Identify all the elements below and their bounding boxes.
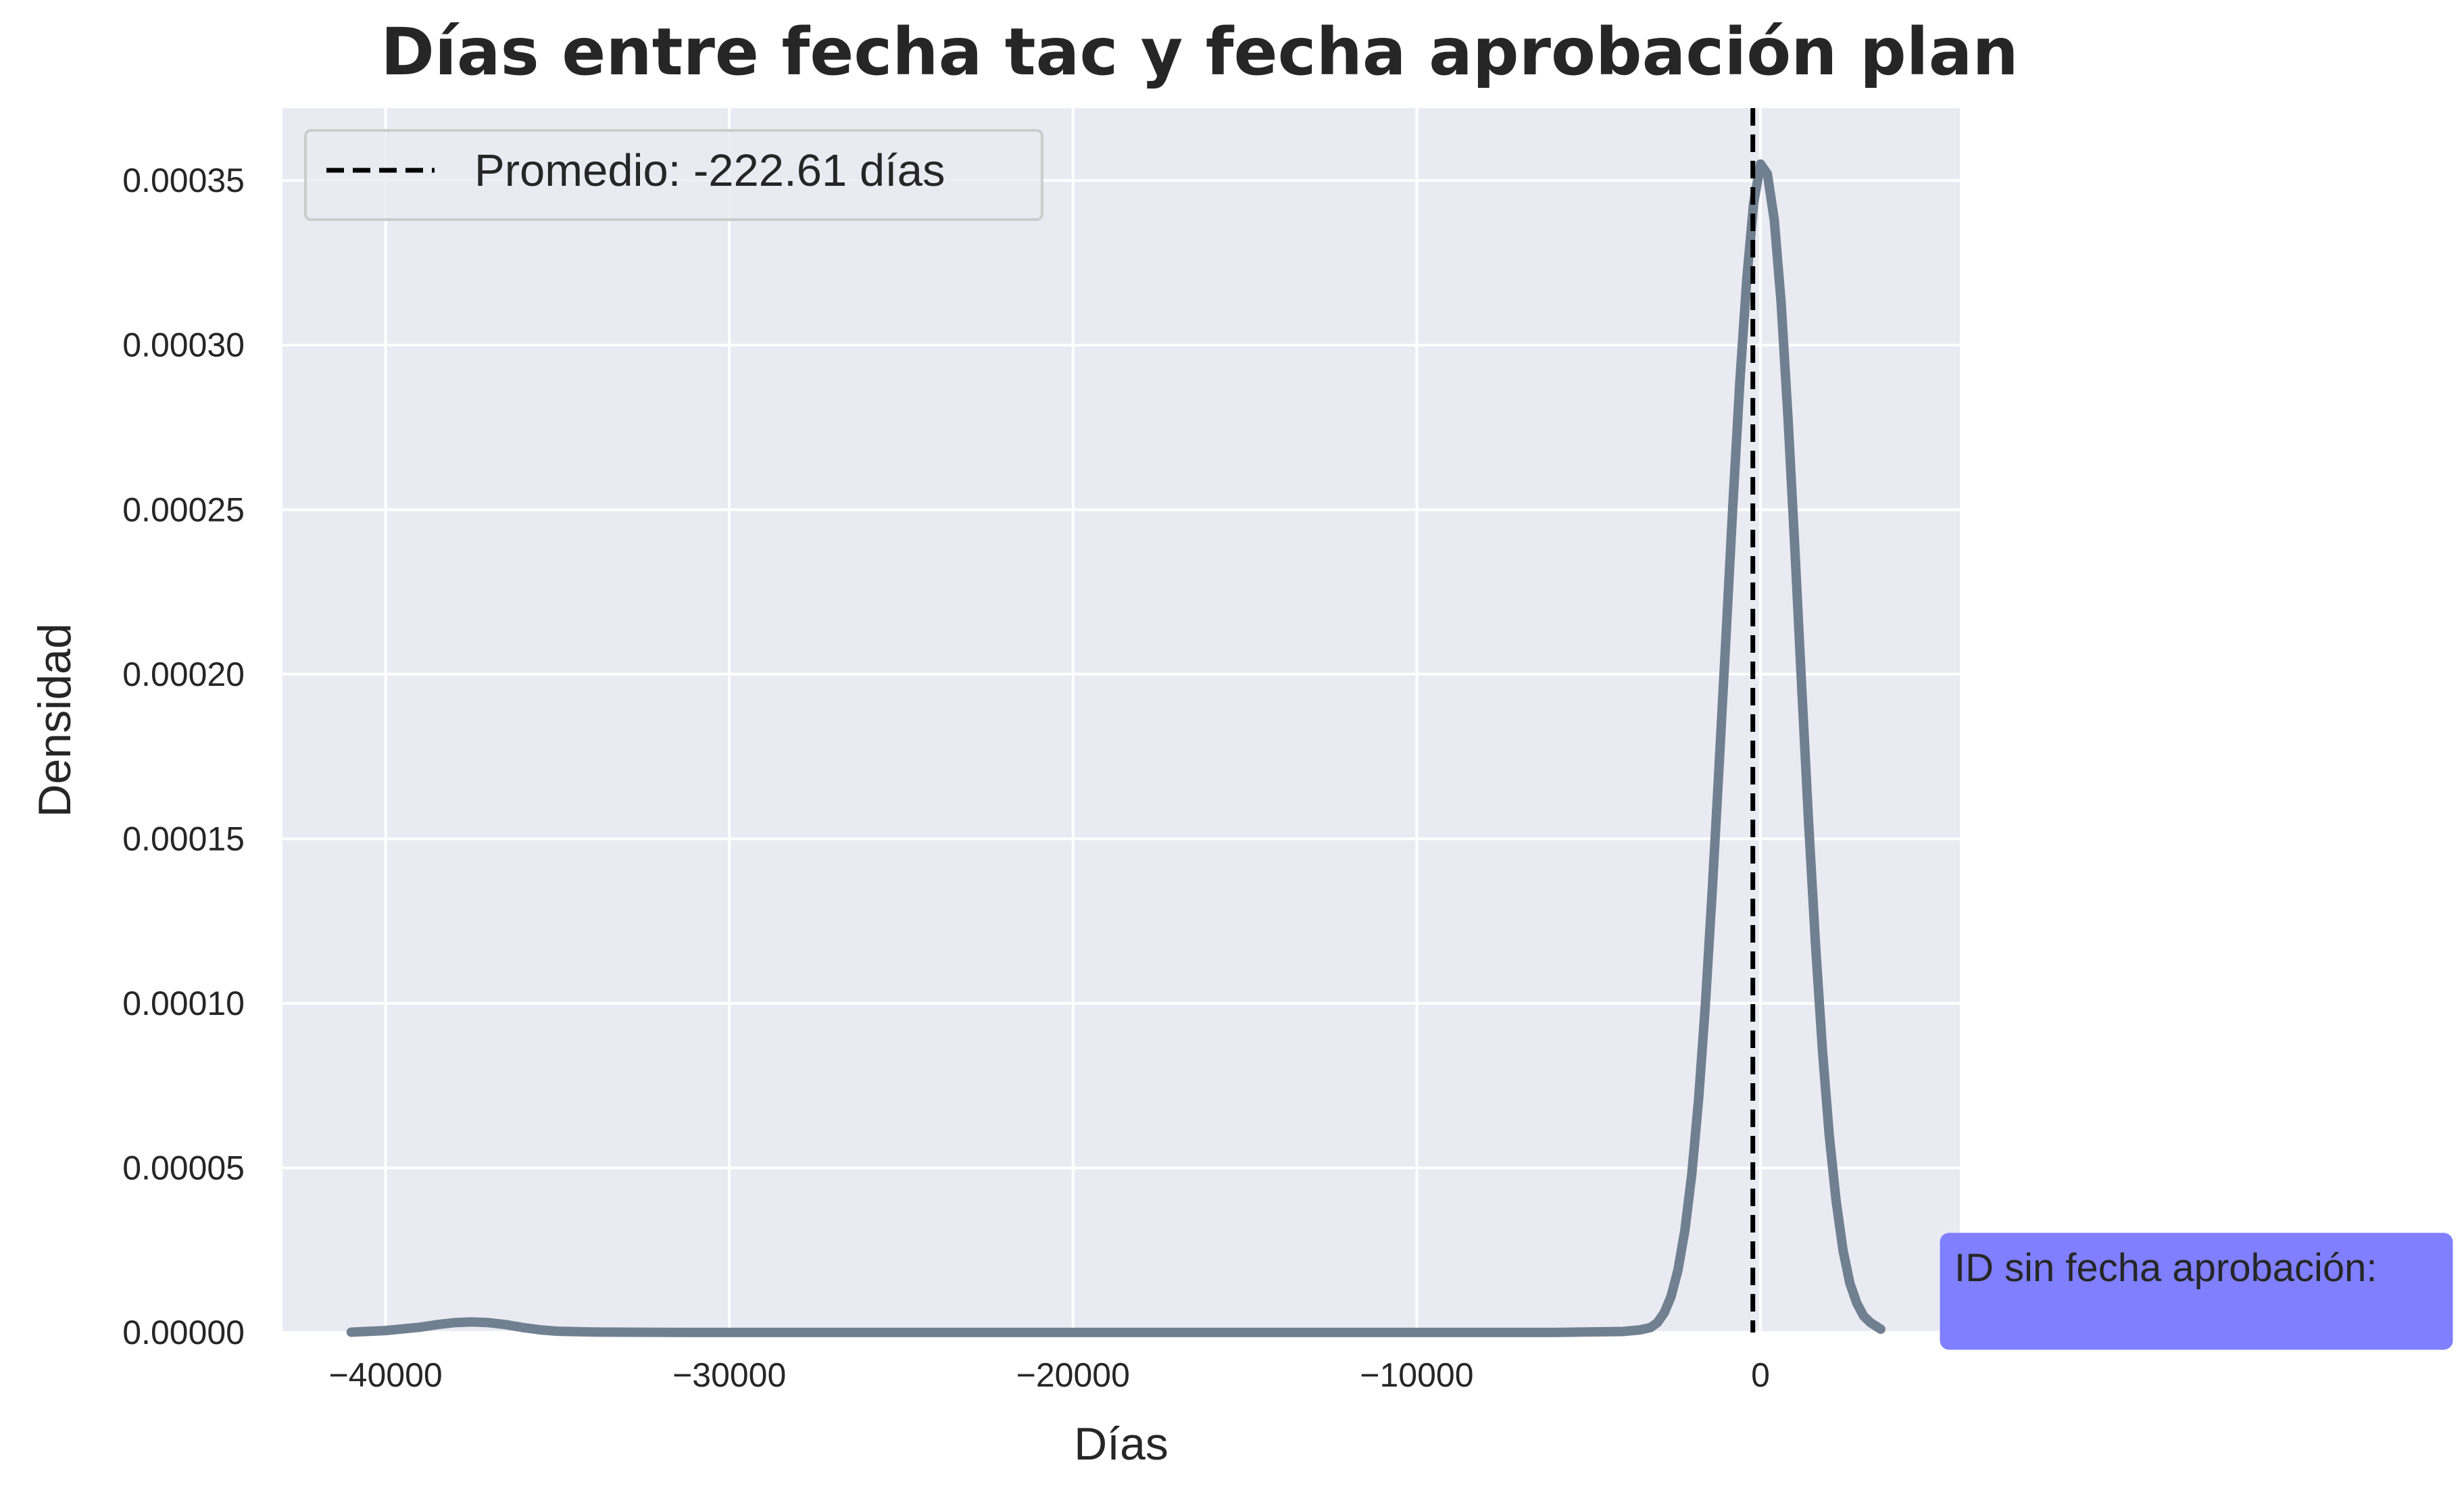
y-tick-label: 0.00020 [122,655,245,693]
y-tick-label: 0.00030 [122,326,245,364]
x-tick-labels: −40000 −30000 −20000 −10000 0 [328,1356,1769,1394]
plot-area [282,108,1960,1333]
x-tick-label: −20000 [1016,1356,1130,1394]
annotation-text: ID sin fecha aprobación: [1954,1246,2377,1290]
density-curve [346,159,1886,1337]
x-tick-label: −40000 [328,1356,442,1394]
y-tick-labels: 0.00000 0.00005 0.00010 0.00015 0.00020 0.000… [122,161,245,1351]
legend-entry-label: Promedio: -222.61 días [474,145,945,196]
y-axis-label: Densidad [29,623,80,817]
y-tick-label: 0.00025 [122,491,245,528]
y-tick-label: 0.00005 [122,1149,245,1187]
legend-box [304,129,1043,221]
annotation-box [1940,1232,2453,1350]
x-tick-label: 0 [1751,1356,1770,1394]
chart-title: Días entre fecha tac y fecha aprobación … [380,14,2018,90]
y-tick-label: 0.00035 [122,161,245,199]
x-tick-label: −10000 [1360,1356,1473,1394]
y-tick-label: 0.00000 [122,1314,245,1351]
grid-lines [282,108,1960,1334]
annotation: ID sin fecha aprobación: [1940,1232,2453,1350]
series-layer [346,159,1886,1337]
x-axis-label: Días [1074,1418,1168,1470]
y-tick-label: 0.00015 [122,820,245,857]
legend: Promedio: -222.61 días [304,129,1043,221]
x-tick-label: −30000 [672,1356,786,1394]
y-tick-label: 0.00010 [122,985,245,1022]
